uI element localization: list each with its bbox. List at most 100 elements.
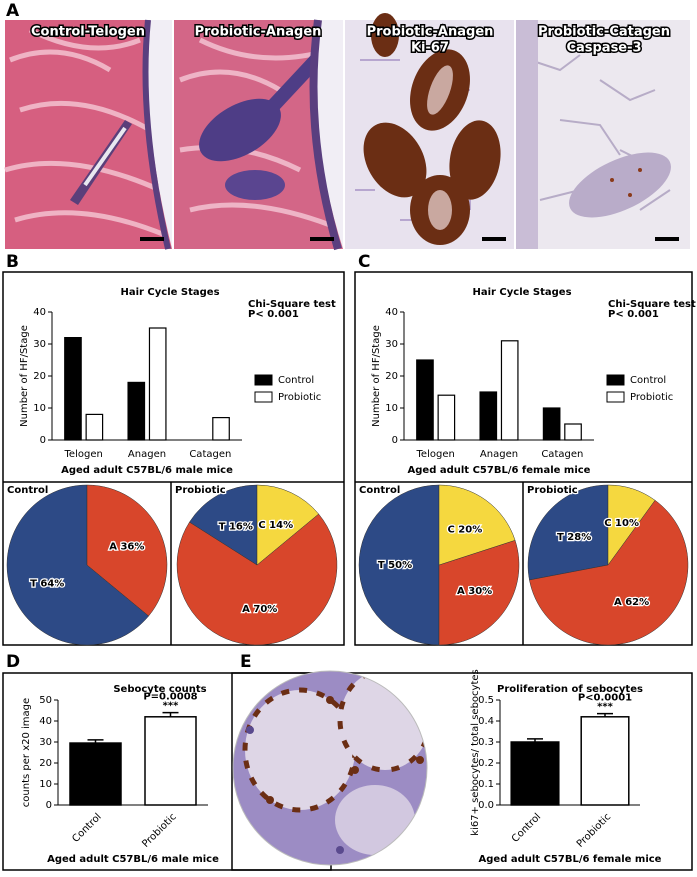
bar [127, 381, 146, 441]
panel-label: C [358, 252, 370, 272]
chart-title: Sebocyte counts [113, 684, 206, 695]
y-tick-label: 30 [385, 339, 398, 350]
slice-label: A 36% [109, 541, 144, 552]
y-tick-label: 0.1 [478, 779, 494, 790]
legend-swatch [606, 391, 625, 403]
slice-label: T 50% [378, 560, 412, 571]
y-tick-label: 10 [385, 403, 398, 414]
chart-title: Hair Cycle Stages [120, 287, 219, 298]
pie-slice [438, 484, 516, 566]
x-tick-label: Catagen [189, 449, 231, 460]
micrograph [233, 671, 427, 865]
legend-label: Probiotic [278, 392, 321, 403]
pie-slice [529, 499, 689, 646]
bar [148, 327, 167, 441]
pie-slice [86, 484, 168, 617]
bar [416, 359, 434, 441]
y-tick-label: 40 [385, 307, 398, 318]
annotation: P=0.0008 [143, 692, 197, 703]
bar [542, 407, 561, 441]
y-tick-label: 0.4 [478, 716, 494, 727]
pie-slice [358, 484, 440, 646]
slice-label: T 64% [30, 579, 64, 590]
legend-swatch [254, 391, 273, 403]
micrograph-border [232, 670, 428, 866]
micrograph [345, 13, 514, 249]
y-tick-label: 0 [40, 435, 46, 446]
panel-box [2, 271, 345, 646]
bar [580, 716, 630, 806]
x-tick-label: Catagen [541, 449, 583, 460]
legend-label: Probiotic [630, 392, 673, 403]
legend-label: Control [278, 375, 314, 386]
chart-title: Proliferation of sebocytes [497, 684, 643, 695]
bar [69, 742, 122, 806]
panel-label: E [240, 652, 252, 672]
pie-title: Probiotic [527, 485, 578, 496]
slice-label: A 70% [242, 604, 277, 615]
y-tick-label: 20 [385, 371, 398, 382]
slice-label: A 30% [457, 586, 492, 597]
micrograph-label: Control-Telogen [31, 25, 145, 40]
legend-swatch [254, 374, 273, 386]
y-axis-label: counts per x20 image [21, 698, 32, 807]
x-tick-label: Control [70, 811, 103, 844]
x-axis-label: Aged adult C57BL/6 female mice [408, 465, 591, 476]
panel-label: D [6, 652, 20, 672]
bar [64, 337, 82, 441]
y-tick-label: 0.5 [478, 695, 494, 706]
y-tick-label: 10 [33, 403, 46, 414]
y-axis-label: ki67+ sebocytes/ total sebocytes [470, 669, 481, 836]
x-tick-label: Control [510, 811, 543, 844]
y-tick-label: 20 [39, 758, 52, 769]
error-bar [87, 739, 104, 744]
y-tick-label: 0 [392, 435, 398, 446]
annotation: P<0.0001 [578, 693, 632, 704]
y-tick-label: 50 [39, 695, 52, 706]
bar [85, 413, 104, 441]
slice-label: A 62% [614, 597, 649, 608]
micrograph-label: Probiotic-Anagen [367, 25, 494, 40]
pie-title: Control [7, 485, 48, 496]
pie-slice [438, 539, 520, 646]
bar [500, 340, 519, 441]
x-tick-label: Anagen [128, 449, 166, 460]
error-bar [162, 711, 179, 717]
panel-box [231, 672, 693, 871]
x-axis-label: Aged adult C57BL/6 female mice [479, 854, 662, 865]
micrograph-label: Caspase-3 [566, 41, 641, 56]
x-tick-label: Telogen [416, 449, 455, 460]
slice-label: C 10% [604, 518, 639, 529]
y-tick-label: 20 [33, 371, 46, 382]
error-bar [527, 738, 543, 742]
bar [564, 423, 582, 441]
y-tick-label: 30 [33, 339, 46, 350]
micrograph [174, 19, 343, 251]
slice-label: C 20% [447, 524, 482, 535]
annotation: *** [597, 702, 613, 713]
y-tick-label: 10 [39, 779, 52, 790]
bar [437, 394, 456, 441]
micrograph [516, 20, 690, 249]
pie-slice [189, 484, 258, 566]
panel-label: A [6, 1, 20, 21]
x-axis-label: Aged adult C57BL/6 male mice [47, 854, 219, 865]
annotation: Chi-Square test [248, 299, 336, 310]
slice-label: T 28% [557, 532, 591, 543]
y-tick-label: 0.0 [478, 800, 494, 811]
legend-swatch [606, 374, 625, 386]
x-tick-label: Telogen [64, 449, 103, 460]
chart-title: Hair Cycle Stages [472, 287, 571, 298]
y-tick-label: 40 [33, 307, 46, 318]
x-tick-label: Probiotic [140, 811, 178, 849]
bar [510, 741, 560, 806]
micrograph-label: Probiotic-Catagen [538, 25, 670, 40]
y-tick-label: 0.3 [478, 737, 494, 748]
pie-title: Control [359, 485, 400, 496]
bar [479, 391, 498, 441]
y-tick-label: 0.2 [478, 758, 494, 769]
micrograph-label: Probiotic-Anagen [195, 25, 322, 40]
slice-label: T 16% [219, 521, 253, 532]
pie-slice [6, 484, 149, 646]
error-bar [597, 712, 613, 717]
